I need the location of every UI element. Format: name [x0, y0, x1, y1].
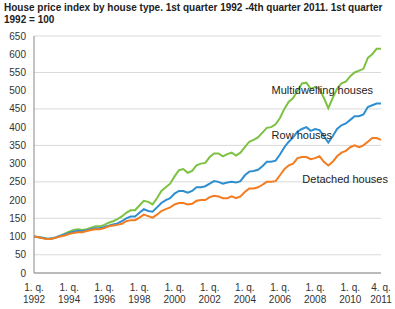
- svg-text:250: 250: [9, 176, 26, 187]
- svg-text:1. q.2004: 1. q.2004: [234, 282, 257, 305]
- svg-text:200: 200: [9, 195, 26, 206]
- svg-text:550: 550: [9, 67, 26, 78]
- svg-text:1. q.2000: 1. q.2000: [163, 282, 186, 305]
- svg-text:450: 450: [9, 103, 26, 114]
- svg-text:1. q.1998: 1. q.1998: [128, 282, 151, 305]
- svg-text:1. q.2002: 1. q.2002: [199, 282, 222, 305]
- svg-text:100: 100: [9, 231, 26, 242]
- svg-text:1. q.1996: 1. q.1996: [93, 282, 116, 305]
- svg-text:400: 400: [9, 122, 26, 133]
- svg-text:1. q.2008: 1. q.2008: [304, 282, 327, 305]
- svg-text:150: 150: [9, 213, 26, 224]
- svg-text:50: 50: [15, 249, 27, 260]
- svg-text:1. q.2006: 1. q.2006: [269, 282, 292, 305]
- svg-text:Detached houses: Detached houses: [302, 173, 387, 185]
- svg-text:1. q.1992: 1. q.1992: [23, 282, 46, 305]
- svg-text:Multidwelling houses: Multidwelling houses: [272, 84, 374, 96]
- html-text:House price index by house typ: House price index by house type. 1st qua…: [4, 2, 383, 25]
- svg-text:300: 300: [9, 158, 26, 169]
- svg-text:1. q.2010: 1. q.2010: [339, 282, 362, 305]
- svg-text:650: 650: [9, 31, 26, 42]
- svg-text:4. q.2011: 4. q.2011: [370, 282, 387, 305]
- svg-text:500: 500: [9, 85, 26, 96]
- svg-text:1. q.1994: 1. q.1994: [58, 282, 81, 305]
- svg-text:Row houses: Row houses: [272, 129, 333, 141]
- svg-text:600: 600: [9, 49, 26, 60]
- svg-text:0: 0: [20, 268, 26, 279]
- svg-text:350: 350: [9, 140, 26, 151]
